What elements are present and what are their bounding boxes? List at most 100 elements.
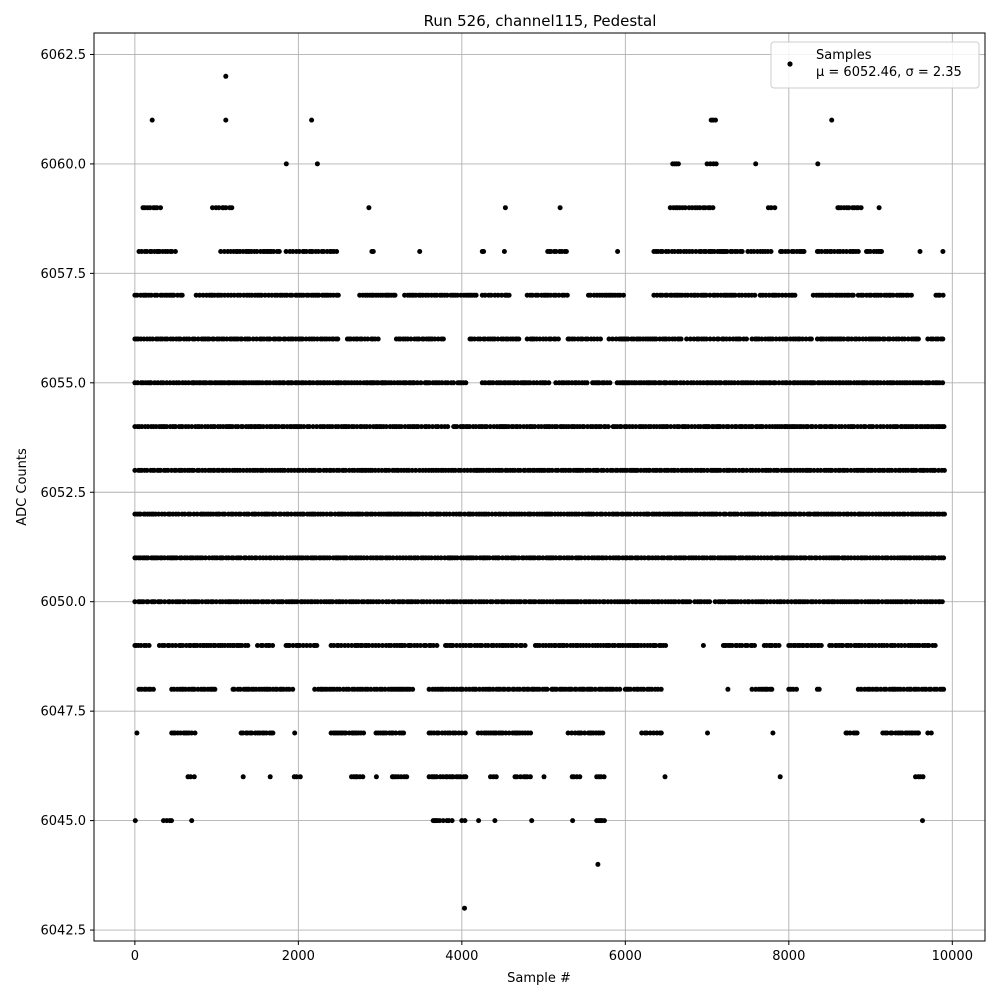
data-point: [908, 555, 913, 561]
data-point: [729, 643, 735, 648]
x-tick-label: 10000: [932, 949, 973, 964]
data-point: [246, 511, 252, 517]
data-point: [939, 599, 945, 605]
data-point: [685, 424, 691, 430]
data-point: [713, 117, 718, 123]
data-point: [473, 292, 479, 298]
data-point: [700, 643, 706, 648]
y-tick-label: 6052.5: [41, 486, 87, 501]
data-point: [920, 774, 926, 780]
data-point: [658, 730, 664, 736]
data-point: [273, 511, 279, 517]
data-point: [912, 599, 918, 605]
data-point: [473, 555, 479, 561]
data-point: [527, 380, 533, 386]
data-point: [846, 205, 852, 211]
data-point: [916, 730, 921, 736]
data-point: [375, 336, 381, 342]
data-point: [186, 380, 192, 386]
data-point: [176, 511, 181, 517]
data-point: [254, 249, 260, 254]
data-point: [852, 511, 858, 517]
data-point: [529, 292, 535, 298]
data-point: [281, 380, 287, 386]
data-point: [653, 336, 659, 342]
data-point: [781, 599, 787, 605]
data-point: [601, 818, 607, 824]
data-point: [773, 336, 779, 342]
data-point: [195, 336, 201, 342]
data-point: [260, 643, 266, 648]
data-point: [942, 511, 947, 517]
data-point: [150, 686, 156, 692]
data-point: [684, 336, 690, 342]
data-point: [393, 730, 399, 736]
data-point: [585, 555, 591, 561]
data-point: [314, 643, 320, 648]
data-point: [678, 249, 683, 254]
data-point: [343, 730, 349, 736]
data-point: [803, 555, 808, 561]
data-point: [541, 774, 547, 780]
data-point: [578, 599, 584, 605]
data-point: [941, 555, 947, 561]
data-point: [499, 467, 505, 473]
data-point: [345, 643, 351, 648]
data-point: [617, 686, 623, 692]
data-point: [218, 249, 224, 254]
data-point: [458, 511, 464, 517]
data-point: [588, 292, 593, 298]
data-point: [280, 599, 286, 605]
data-point: [750, 424, 755, 430]
data-point: [238, 555, 244, 561]
data-point: [751, 249, 757, 254]
data-point: [557, 205, 563, 211]
data-point: [752, 643, 757, 648]
data-point: [426, 686, 432, 692]
data-point: [735, 380, 741, 386]
data-point: [941, 686, 947, 692]
data-point: [724, 249, 730, 254]
data-point: [481, 249, 487, 254]
data-point: [365, 336, 371, 342]
data-point: [462, 818, 468, 824]
data-point: [858, 205, 864, 211]
data-point: [661, 555, 667, 561]
data-point: [577, 774, 583, 780]
data-point: [229, 205, 235, 211]
data-point: [467, 424, 473, 430]
data-point: [707, 292, 713, 298]
data-point: [286, 686, 292, 692]
data-point: [486, 555, 492, 561]
data-point: [329, 424, 335, 430]
data-point: [682, 205, 688, 211]
data-point: [245, 643, 251, 648]
data-point: [625, 336, 631, 342]
data-point: [704, 467, 710, 473]
data-point: [300, 336, 306, 342]
data-point: [145, 555, 151, 561]
data-point: [314, 424, 320, 430]
data-point: [889, 730, 895, 736]
data-point: [255, 599, 261, 605]
data-point: [554, 686, 559, 692]
data-point: [522, 643, 528, 648]
data-point: [749, 686, 755, 692]
data-point: [501, 249, 507, 254]
data-point: [844, 249, 849, 254]
data-point: [584, 380, 590, 386]
data-point: [292, 730, 298, 736]
data-point: [926, 380, 932, 386]
data-point: [402, 643, 408, 648]
data-point: [738, 599, 744, 605]
data-point: [315, 249, 321, 254]
plot-frame: [93, 32, 986, 942]
data-point: [794, 686, 799, 692]
data-point: [484, 424, 490, 430]
data-point: [414, 380, 420, 386]
data-point: [876, 599, 882, 605]
data-point: [134, 292, 140, 298]
data-point: [459, 730, 465, 736]
data-point: [476, 818, 482, 824]
data-point: [240, 774, 246, 780]
